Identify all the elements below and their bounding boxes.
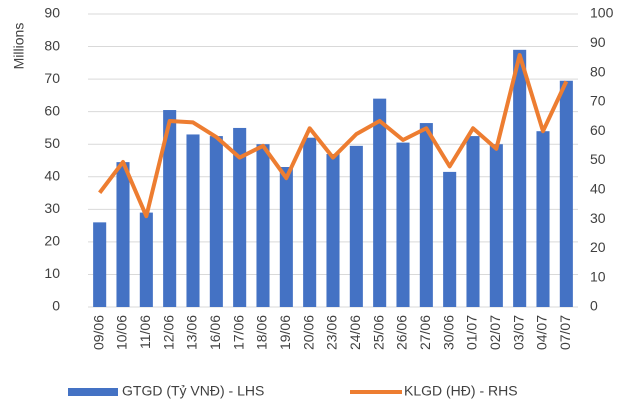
bar <box>536 131 550 307</box>
bar <box>186 134 200 307</box>
x-tick-label: 12/06 <box>160 315 176 350</box>
y-tick-label: 30 <box>44 200 60 216</box>
x-tick-label: 23/06 <box>324 315 340 350</box>
bar <box>256 144 270 307</box>
bar <box>233 127 247 307</box>
x-tick-label: 02/07 <box>487 315 503 350</box>
bar <box>466 136 480 307</box>
y2-tick-label: 40 <box>590 181 606 197</box>
y2-tick-label: 50 <box>590 151 606 167</box>
x-tick-label: 19/06 <box>277 315 293 350</box>
bar <box>349 145 363 307</box>
bar <box>279 167 293 307</box>
x-tick-label: 01/07 <box>464 315 480 350</box>
x-tick-label: 03/07 <box>510 315 526 350</box>
bar <box>303 137 317 307</box>
x-tick-label: 20/06 <box>300 315 316 350</box>
y-tick-label: 90 <box>44 5 60 21</box>
x-tick-label: 04/07 <box>534 315 550 350</box>
line <box>98 53 569 219</box>
y-tick-label: 70 <box>44 70 60 86</box>
legend-label: KLGD (HĐ) - RHS <box>404 383 518 399</box>
bar <box>93 222 107 307</box>
x-tick-label: 24/06 <box>347 315 363 350</box>
x-tick-label: 27/06 <box>417 315 433 350</box>
bar <box>326 153 340 307</box>
y2-tick-label: 100 <box>590 5 614 21</box>
y2-tick-label: 60 <box>590 122 606 138</box>
x-tick-label: 16/06 <box>207 315 223 350</box>
y-tick-label: 40 <box>44 167 60 183</box>
bar <box>443 171 457 307</box>
y-tick-label: 10 <box>44 265 60 281</box>
bar <box>419 123 433 307</box>
bar <box>559 80 573 307</box>
y-tick-label: 50 <box>44 135 60 151</box>
y-tick-label: 0 <box>52 298 60 314</box>
y2-tick-label: 20 <box>590 239 606 255</box>
bar <box>209 136 223 307</box>
y-axis-label: Millions <box>11 23 27 70</box>
y2-tick-label: 30 <box>590 210 606 226</box>
bar <box>116 162 130 307</box>
y2-tick-label: 70 <box>590 93 606 109</box>
y-tick-label: 80 <box>44 37 60 53</box>
y2-tick-label: 10 <box>590 268 606 284</box>
bar <box>489 144 503 307</box>
x-tick-label: 07/07 <box>557 315 573 350</box>
x-tick-label: 11/06 <box>137 315 153 349</box>
bar <box>139 212 153 307</box>
legend-label: GTGD (Tỷ VNĐ) - LHS <box>122 383 264 399</box>
x-tick-label: 17/06 <box>230 315 246 350</box>
y2-tick-label: 90 <box>590 34 606 50</box>
x-tick-label: 25/06 <box>370 315 386 350</box>
x-tick-label: 10/06 <box>114 315 130 350</box>
y-tick-label: 20 <box>44 233 60 249</box>
legend-swatch <box>68 388 118 396</box>
y-tick-label: 60 <box>44 102 60 118</box>
x-tick-label: 13/06 <box>184 315 200 350</box>
x-tick-label: 18/06 <box>254 315 270 350</box>
bar <box>396 142 410 307</box>
y2-tick-label: 0 <box>590 298 598 314</box>
bar <box>373 98 387 308</box>
x-tick-label: 30/06 <box>440 315 456 350</box>
bar <box>163 110 177 308</box>
bar <box>513 49 527 308</box>
x-tick-label: 09/06 <box>90 315 106 350</box>
x-tick-label: 26/06 <box>394 315 410 350</box>
y2-tick-label: 80 <box>590 63 606 79</box>
